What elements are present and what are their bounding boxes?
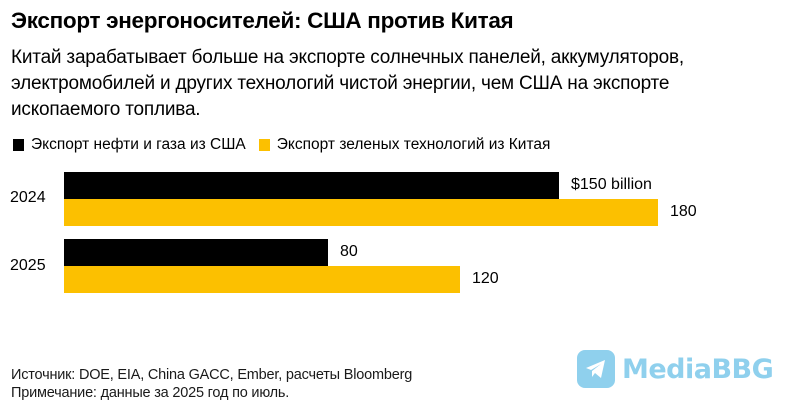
value-label-us-2025: 80 [340,243,358,260]
chart-title: Экспорт энергоносителей: США против Кита… [11,8,514,33]
legend: Экспорт нефти и газа из США Экспорт зеле… [13,134,563,156]
value-label-china-2024: 180 [670,203,697,220]
bar-us-2025 [64,239,328,266]
bar-china-2024 [64,199,658,226]
value-label-us-2024: $150 billion [571,176,652,193]
bar-us-2024 [64,172,559,199]
chart-subtitle: Китай зарабатывает больше на экспорте со… [11,45,781,123]
subtitle-line: ископаемого топлива. [11,99,201,120]
subtitle-line: Китай зарабатывает больше на экспорте со… [11,47,684,68]
data-note: Примечание: данные за 2025 год по июль. [11,385,290,401]
legend-swatch-black [13,139,24,151]
value-label-china-2025: 120 [472,270,499,287]
source-note: Источник: DOE, EIA, China GACC, Ember, р… [11,367,413,383]
subtitle-line: электромобилей и других технологий чисто… [11,73,670,94]
watermark: MediaBBG [577,350,774,388]
legend-swatch-yellow [258,139,270,151]
chart-footer: Источник: DOE, EIA, China GACC, Ember, р… [11,366,412,402]
telegram-icon [577,350,615,388]
legend-item-china: Экспорт зеленых технологий из Китая [258,136,551,154]
watermark-text: MediaBBG [622,353,774,385]
bar-china-2025 [64,266,460,293]
category-label-2025: 2025 [10,257,46,274]
legend-label: Экспорт зеленых технологий из Китая [276,136,551,153]
category-label-2024: 2024 [10,189,46,206]
legend-label: Экспорт нефти и газа из США [31,136,246,153]
legend-item-us: Экспорт нефти и газа из США [13,136,246,154]
